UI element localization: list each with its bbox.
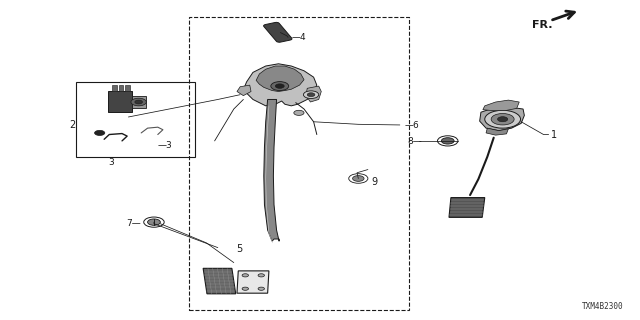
Polygon shape	[237, 85, 251, 96]
Polygon shape	[132, 96, 147, 108]
Text: 2: 2	[70, 120, 76, 130]
Circle shape	[242, 287, 248, 290]
Text: —4: —4	[291, 33, 306, 42]
Circle shape	[258, 274, 264, 277]
Text: 3: 3	[108, 158, 114, 167]
Polygon shape	[243, 64, 317, 106]
Polygon shape	[119, 85, 124, 92]
Circle shape	[442, 138, 454, 144]
Polygon shape	[483, 100, 519, 111]
Text: —3: —3	[157, 141, 172, 150]
Text: 7—: 7—	[127, 219, 141, 228]
FancyBboxPatch shape	[264, 22, 292, 42]
Polygon shape	[125, 85, 130, 92]
Polygon shape	[479, 106, 524, 131]
Polygon shape	[486, 128, 508, 135]
Circle shape	[135, 100, 143, 104]
Circle shape	[491, 114, 514, 125]
Polygon shape	[203, 268, 236, 294]
Bar	[76, 82, 195, 157]
Circle shape	[497, 117, 508, 122]
Circle shape	[303, 91, 319, 99]
Circle shape	[242, 274, 248, 277]
Text: 1: 1	[551, 130, 557, 140]
Circle shape	[307, 93, 315, 97]
Circle shape	[484, 110, 520, 128]
Polygon shape	[306, 86, 321, 102]
Text: TXM4B2300: TXM4B2300	[582, 302, 623, 311]
Polygon shape	[256, 66, 304, 92]
Circle shape	[148, 219, 161, 225]
Circle shape	[95, 130, 105, 135]
Circle shape	[353, 176, 364, 181]
Polygon shape	[237, 271, 269, 293]
Polygon shape	[449, 197, 484, 217]
Circle shape	[258, 287, 264, 290]
Bar	[189, 17, 410, 310]
Text: FR.: FR.	[532, 20, 552, 29]
Polygon shape	[113, 85, 117, 92]
Text: 5: 5	[236, 244, 242, 253]
Text: 9: 9	[371, 177, 377, 187]
Text: 8—: 8—	[408, 137, 422, 146]
Polygon shape	[108, 92, 132, 112]
Circle shape	[131, 98, 147, 106]
Circle shape	[294, 110, 304, 116]
Text: —6: —6	[404, 121, 419, 130]
Polygon shape	[264, 100, 279, 241]
Circle shape	[275, 84, 284, 88]
Circle shape	[271, 82, 289, 91]
